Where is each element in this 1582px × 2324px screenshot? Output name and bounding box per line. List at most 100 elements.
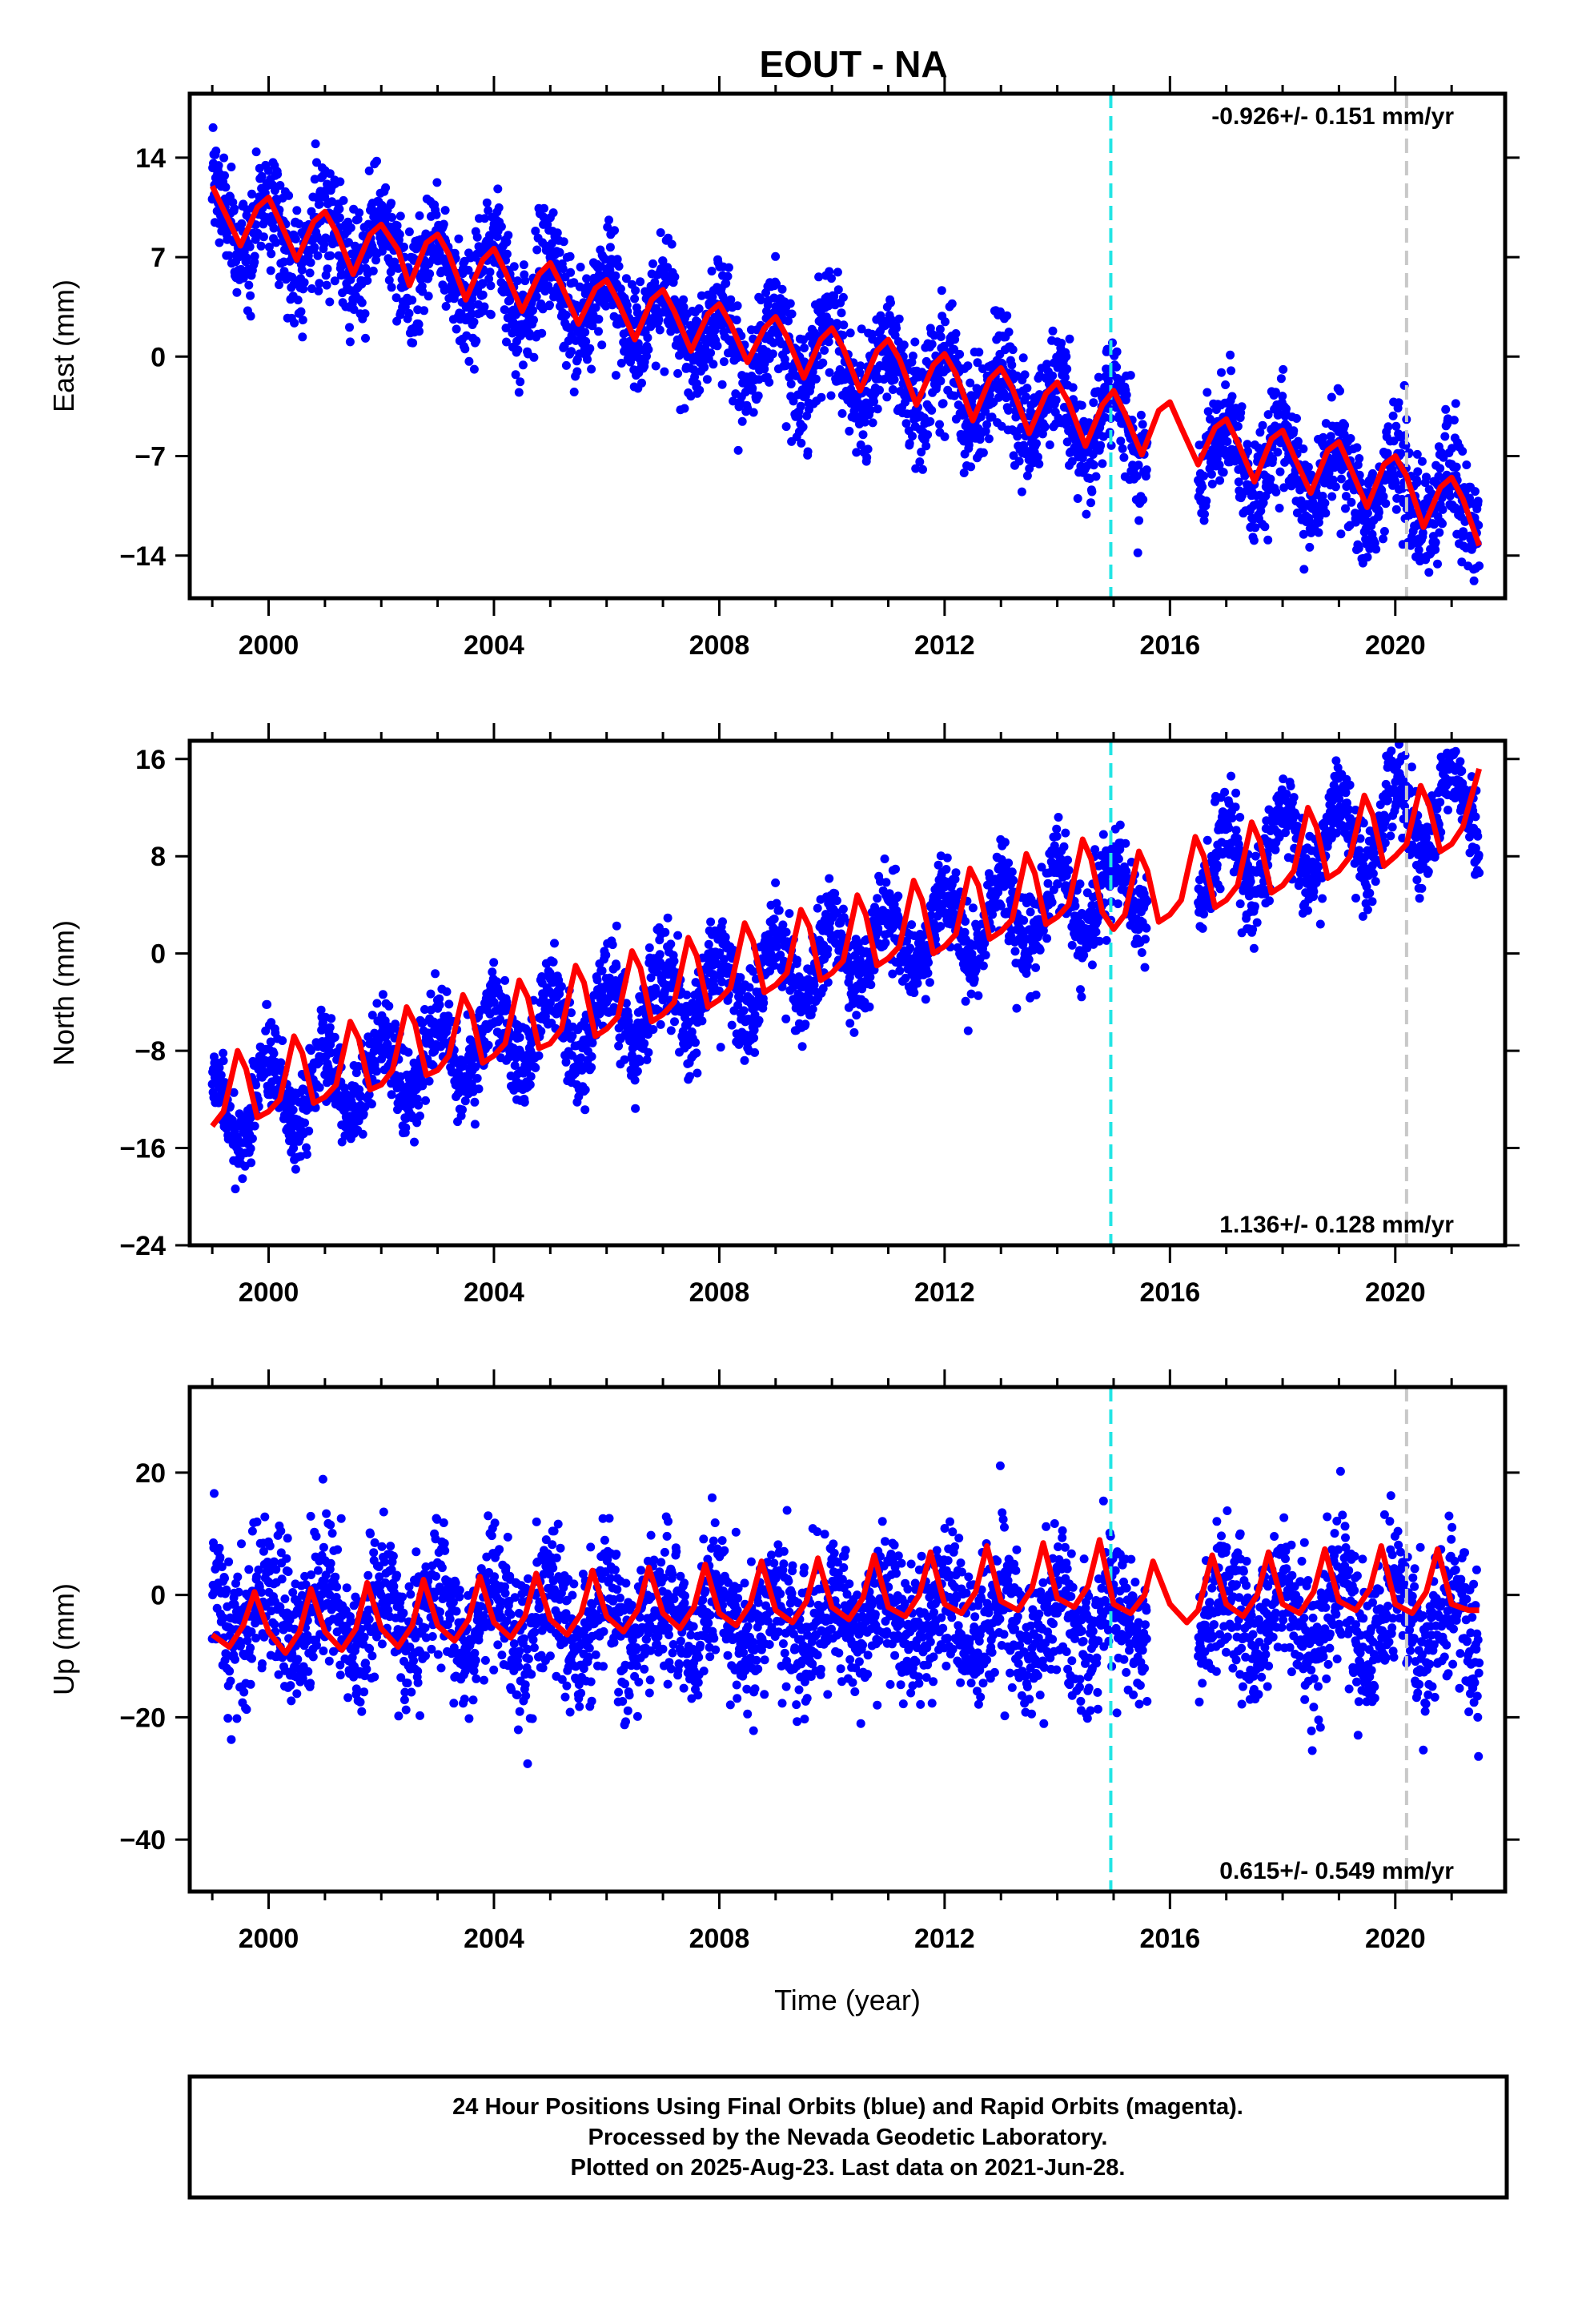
data-point (346, 223, 355, 232)
data-point (516, 377, 525, 387)
data-point (1363, 553, 1372, 562)
data-point (396, 211, 405, 221)
data-point (372, 156, 381, 166)
data-point (288, 1105, 298, 1115)
data-point (1318, 492, 1327, 501)
data-point (266, 1037, 275, 1047)
data-point (276, 1058, 286, 1068)
data-point (1355, 454, 1364, 463)
data-point (404, 308, 414, 318)
data-point (630, 294, 640, 304)
data-point (616, 359, 626, 368)
data-point (330, 276, 339, 286)
data-point (1440, 432, 1450, 441)
data-point (745, 983, 754, 992)
data-point (1327, 392, 1336, 402)
data-point (364, 166, 374, 175)
data-point (732, 316, 741, 325)
data-point (1391, 421, 1401, 431)
data-point (759, 998, 769, 1007)
data-point (1138, 495, 1148, 505)
data-point (824, 337, 833, 347)
data-point (392, 221, 402, 231)
data-point (520, 276, 530, 286)
data-point (354, 1062, 363, 1072)
data-point (469, 317, 479, 327)
data-point (1086, 498, 1095, 508)
data-point (852, 448, 861, 457)
data-point (1391, 505, 1401, 514)
data-point (536, 1027, 546, 1036)
data-point (941, 317, 950, 327)
data-point (856, 440, 865, 449)
data-point (311, 139, 320, 149)
data-point (368, 266, 378, 275)
data-point (245, 242, 255, 251)
data-point (514, 388, 524, 397)
data-point (587, 364, 596, 374)
data-point (435, 1000, 444, 1010)
plot-area (207, 94, 1484, 598)
data-point (519, 260, 528, 270)
data-point (302, 1150, 311, 1159)
data-point (597, 966, 607, 975)
data-point (985, 391, 994, 400)
data-point (1451, 399, 1460, 408)
data-point (504, 231, 513, 240)
data-point (670, 272, 680, 282)
data-point (529, 316, 538, 325)
data-point (310, 243, 319, 252)
data-point (443, 1023, 452, 1032)
data-point (528, 306, 537, 316)
data-point (387, 1090, 396, 1100)
data-point (302, 1143, 311, 1152)
data-point (488, 967, 497, 977)
data-point (1274, 408, 1283, 418)
data-point (1106, 440, 1116, 450)
data-point (1134, 460, 1143, 470)
data-point (247, 1134, 257, 1144)
data-point (644, 943, 654, 952)
data-point (1324, 468, 1334, 478)
data-point (418, 1018, 428, 1027)
data-point (1237, 402, 1247, 412)
data-point (1347, 497, 1356, 507)
data-point (1020, 370, 1030, 380)
data-point (737, 416, 747, 426)
data-point (378, 990, 387, 999)
data-point (905, 439, 914, 448)
data-point (458, 1105, 467, 1115)
data-point (532, 292, 541, 301)
data-point (808, 1004, 817, 1014)
data-point (915, 457, 925, 467)
data-point (291, 1164, 300, 1174)
data-point (1374, 508, 1383, 517)
data-point (247, 1158, 256, 1168)
data-point (774, 906, 784, 915)
data-point (865, 405, 875, 415)
data-point (1379, 534, 1387, 544)
data-point (1033, 452, 1042, 462)
data-point (1122, 390, 1131, 400)
data-point (1094, 372, 1103, 382)
data-point (777, 284, 787, 294)
data-point (856, 361, 865, 371)
data-point (1299, 444, 1308, 453)
data-point (431, 969, 440, 979)
data-point (326, 251, 335, 260)
data-point (550, 939, 559, 948)
data-point (624, 1016, 633, 1026)
data-point (735, 994, 745, 1003)
data-point (1459, 527, 1468, 537)
data-point (278, 1036, 287, 1045)
data-point (682, 990, 692, 999)
data-point (552, 228, 562, 238)
data-point (432, 210, 441, 219)
data-point (869, 397, 878, 406)
data-point (1389, 436, 1399, 446)
data-point (1457, 557, 1467, 567)
data-point (736, 973, 745, 983)
plot-frame (187, 91, 1508, 601)
data-point (1424, 568, 1434, 577)
data-point (749, 408, 758, 417)
